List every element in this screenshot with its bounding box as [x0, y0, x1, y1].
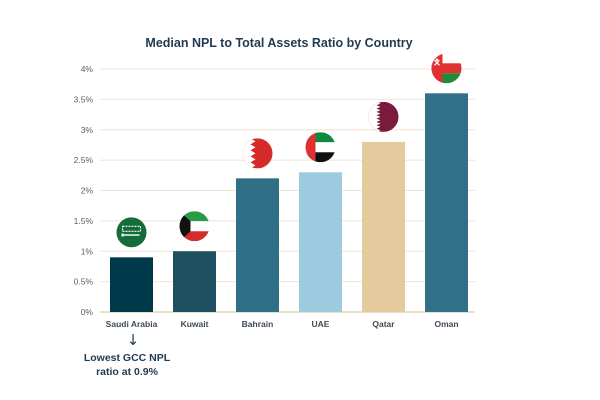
x-tick-label: UAE — [312, 319, 330, 329]
x-tick-label: Qatar — [372, 319, 395, 329]
bar — [236, 178, 279, 312]
y-tick-label: 3.5% — [74, 94, 94, 104]
bar — [362, 141, 405, 312]
kuwait-flag-icon — [179, 211, 210, 242]
gridlines — [100, 68, 475, 313]
y-tick-label: 2% — [81, 186, 94, 196]
annotation-line-1: Lowest GCC NPL — [84, 352, 171, 364]
annotation: ↓ Lowest GCC NPL ratio at 0.9% — [84, 331, 171, 378]
x-tick-label: Saudi Arabia — [106, 319, 158, 329]
y-axis-ticks: 0% 0.5% 1% 1.5% 2% 2.5% 3% 3.5% 4% — [74, 64, 94, 317]
down-arrow-icon: ↓ — [127, 331, 140, 349]
bahrain-flag-icon — [242, 138, 273, 169]
bar — [173, 251, 216, 312]
y-tick-label: 0.5% — [74, 277, 94, 287]
chart-title: Median NPL to Total Assets Ratio by Coun… — [145, 36, 412, 50]
bar — [425, 93, 468, 312]
x-tick-label: Bahrain — [242, 319, 274, 329]
flags — [116, 53, 462, 248]
y-tick-label: 0% — [81, 307, 94, 317]
bars — [110, 93, 468, 312]
y-tick-label: 1% — [81, 246, 94, 256]
oman-flag-icon — [431, 53, 462, 84]
qatar-flag-icon — [368, 101, 399, 132]
bar — [299, 172, 342, 312]
x-axis-ticks: Saudi Arabia Kuwait Bahrain UAE Qatar Oman — [106, 319, 459, 329]
uae-flag-icon — [305, 132, 336, 163]
y-tick-label: 4% — [81, 64, 94, 74]
x-tick-label: Oman — [434, 319, 458, 329]
y-tick-label: 2.5% — [74, 155, 94, 165]
bar — [110, 257, 153, 312]
y-tick-label: 1.5% — [74, 216, 94, 226]
x-tick-label: Kuwait — [181, 319, 209, 329]
annotation-line-2: ratio at 0.9% — [96, 366, 159, 378]
y-tick-label: 3% — [81, 125, 94, 135]
saudi-flag-icon — [116, 217, 147, 248]
